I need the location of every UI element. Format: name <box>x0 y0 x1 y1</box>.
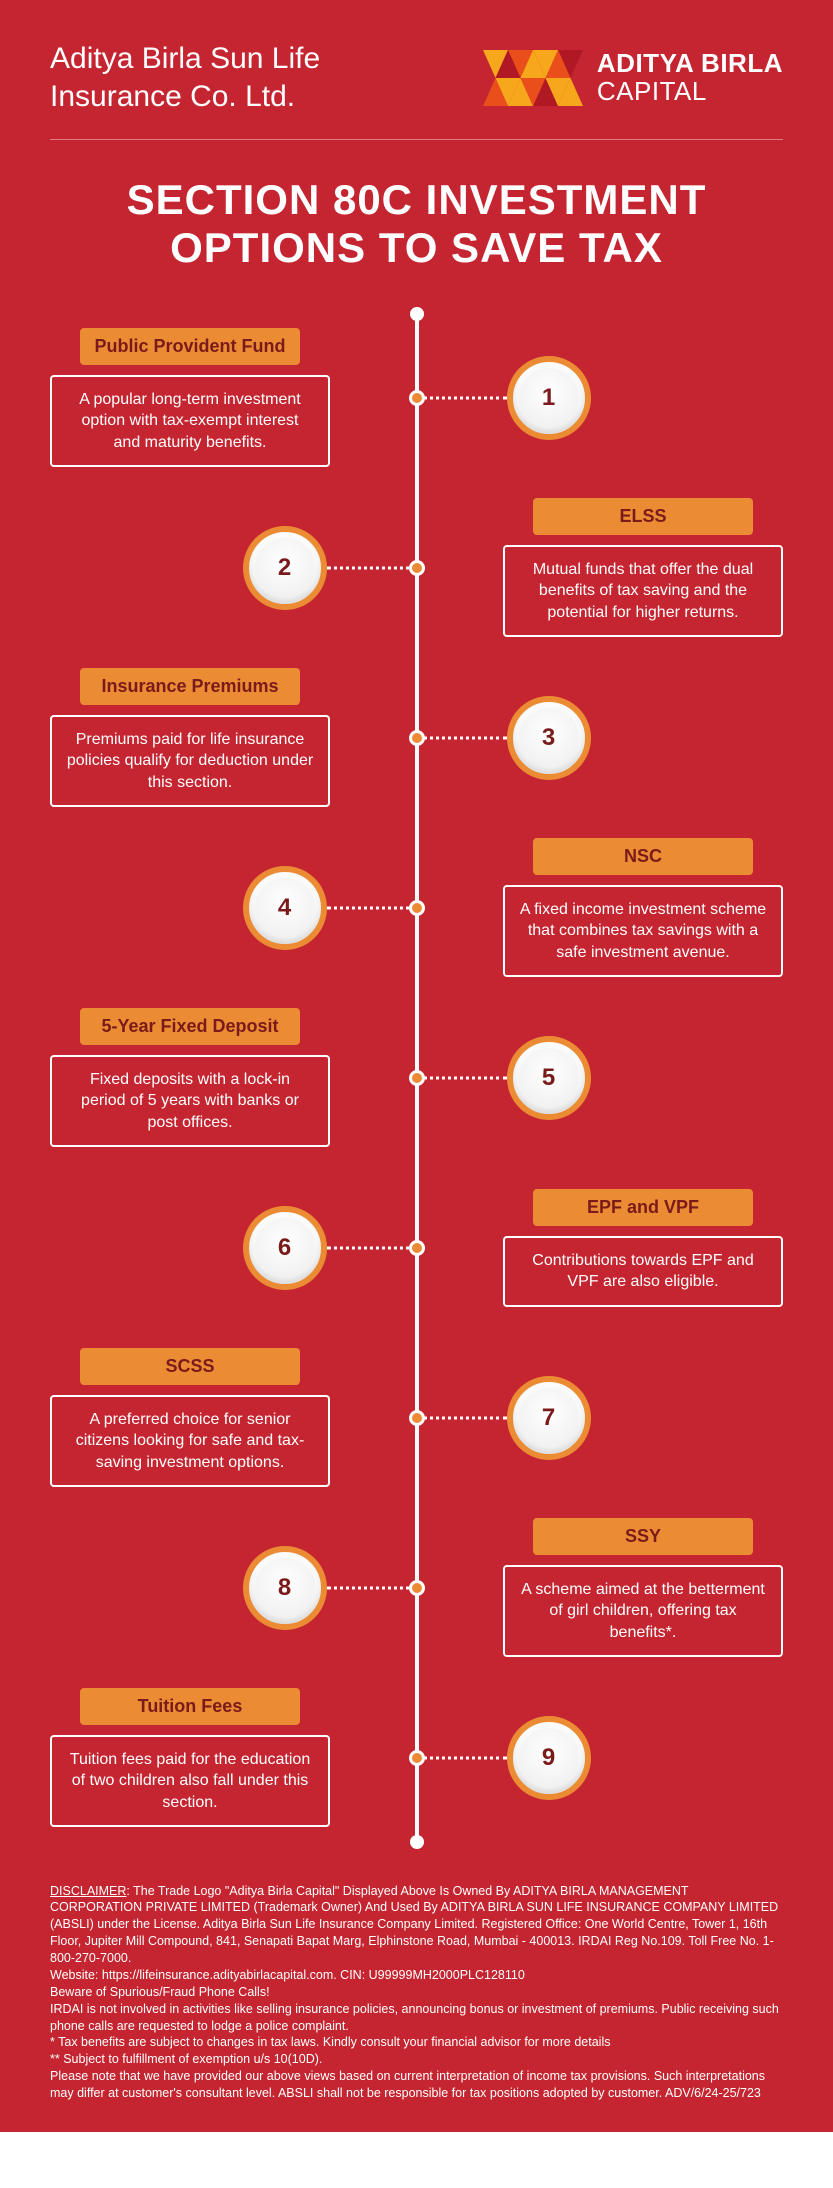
item-card: SCSS A preferred choice for senior citize… <box>50 1348 330 1488</box>
disclaimer-p1: : The Trade Logo "Aditya Birla Capital" … <box>50 1884 778 1966</box>
item-desc: Mutual funds that offer the dual benefit… <box>503 545 783 638</box>
item-title: EPF and VPF <box>533 1189 753 1226</box>
item-card: Public Provident Fund A popular long-term… <box>50 328 330 468</box>
timeline-node-icon <box>409 1240 425 1256</box>
number-badge: 4 <box>243 866 327 950</box>
item-card: EPF and VPF Contributions towards EPF and… <box>503 1189 783 1307</box>
timeline-item: SSY A scheme aimed at the betterment of g… <box>50 1503 783 1673</box>
item-title: SSY <box>533 1518 753 1555</box>
brand-line2: CAPITAL <box>597 78 783 105</box>
item-title: SCSS <box>80 1348 300 1385</box>
item-card: NSC A fixed income investment scheme that… <box>503 838 783 978</box>
item-desc: Contributions towards EPF and VPF are al… <box>503 1236 783 1307</box>
timeline-connector <box>327 1586 417 1589</box>
timeline-item: Insurance Premiums Premiums paid for life… <box>50 653 783 823</box>
brand-line1: ADITYA BIRLA <box>597 50 783 77</box>
timeline-item: NSC A fixed income investment scheme that… <box>50 823 783 993</box>
number-badge: 9 <box>507 1716 591 1800</box>
number-badge-value: 5 <box>519 1048 579 1108</box>
timeline-connector <box>417 396 507 399</box>
number-badge: 3 <box>507 696 591 780</box>
item-desc: A fixed income investment scheme that co… <box>503 885 783 978</box>
number-badge: 5 <box>507 1036 591 1120</box>
item-title: Insurance Premiums <box>80 668 300 705</box>
item-card: SSY A scheme aimed at the betterment of g… <box>503 1518 783 1658</box>
number-badge-value: 3 <box>519 708 579 768</box>
item-desc: A preferred choice for senior citizens l… <box>50 1395 330 1488</box>
company-line1: Aditya Birla Sun Life <box>50 42 320 75</box>
company-name: Aditya Birla Sun Life Insurance Co. Ltd. <box>50 40 320 115</box>
timeline-connector <box>327 1246 417 1249</box>
timeline-item: 5-Year Fixed Deposit Fixed deposits with … <box>50 993 783 1163</box>
timeline-item: EPF and VPF Contributions towards EPF and… <box>50 1163 783 1333</box>
header: Aditya Birla Sun Life Insurance Co. Ltd. <box>50 40 783 140</box>
item-desc: Fixed deposits with a lock-in period of … <box>50 1055 330 1148</box>
disclaimer-p4: IRDAI is not involved in activities like… <box>50 2002 779 2033</box>
brand-block: ADITYA BIRLA CAPITAL <box>483 50 783 106</box>
timeline-node-icon <box>409 1070 425 1086</box>
timeline-connector <box>417 1076 507 1079</box>
number-badge-value: 4 <box>255 878 315 938</box>
timeline-node-icon <box>409 560 425 576</box>
item-desc: A scheme aimed at the betterment of girl… <box>503 1565 783 1658</box>
timeline-node-icon <box>409 390 425 406</box>
disclaimer-p6: ** Subject to fulfillment of exemption u… <box>50 2052 322 2066</box>
number-badge-value: 1 <box>519 368 579 428</box>
item-card: Tuition Fees Tuition fees paid for the ed… <box>50 1688 330 1828</box>
timeline: Public Provident Fund A popular long-term… <box>50 313 783 1843</box>
number-badge-value: 6 <box>255 1218 315 1278</box>
item-title: ELSS <box>533 498 753 535</box>
timeline-connector <box>417 1416 507 1419</box>
item-title: NSC <box>533 838 753 875</box>
item-desc: A popular long-term investment option wi… <box>50 375 330 468</box>
number-badge: 2 <box>243 526 327 610</box>
timeline-item: Tuition Fees Tuition fees paid for the ed… <box>50 1673 783 1843</box>
disclaimer-p5: * Tax benefits are subject to changes in… <box>50 2035 610 2049</box>
timeline-node-icon <box>409 1750 425 1766</box>
item-card: Insurance Premiums Premiums paid for life… <box>50 668 330 808</box>
item-desc: Premiums paid for life insurance policie… <box>50 715 330 808</box>
disclaimer: DISCLAIMER: The Trade Logo "Aditya Birla… <box>50 1883 783 2102</box>
timeline-node-icon <box>409 1410 425 1426</box>
item-card: ELSS Mutual funds that offer the dual ben… <box>503 498 783 638</box>
timeline-connector <box>327 906 417 909</box>
disclaimer-p2: Website: https://lifeinsurance.adityabir… <box>50 1968 525 1982</box>
number-badge: 8 <box>243 1546 327 1630</box>
number-badge-value: 7 <box>519 1388 579 1448</box>
title-line1: SECTION 80C INVESTMENT <box>127 176 707 223</box>
timeline-connector <box>327 566 417 569</box>
number-badge-value: 9 <box>519 1728 579 1788</box>
item-title: Tuition Fees <box>80 1688 300 1725</box>
brand-logo-icon <box>483 50 583 106</box>
item-desc: Tuition fees paid for the education of t… <box>50 1735 330 1828</box>
timeline-node-icon <box>409 730 425 746</box>
number-badge: 6 <box>243 1206 327 1290</box>
infographic-page: Aditya Birla Sun Life Insurance Co. Ltd. <box>0 0 833 2132</box>
timeline-item: ELSS Mutual funds that offer the dual ben… <box>50 483 783 653</box>
disclaimer-label: DISCLAIMER <box>50 1884 126 1898</box>
number-badge-value: 8 <box>255 1558 315 1618</box>
number-badge: 1 <box>507 356 591 440</box>
timeline-node-icon <box>409 1580 425 1596</box>
item-title: 5-Year Fixed Deposit <box>80 1008 300 1045</box>
title-line2: OPTIONS TO SAVE TAX <box>170 224 663 271</box>
item-title: Public Provident Fund <box>80 328 300 365</box>
item-card: 5-Year Fixed Deposit Fixed deposits with … <box>50 1008 330 1148</box>
disclaimer-p7: Please note that we have provided our ab… <box>50 2069 765 2100</box>
company-line2: Insurance Co. Ltd. <box>50 80 295 113</box>
brand-text: ADITYA BIRLA CAPITAL <box>597 50 783 105</box>
timeline-connector <box>417 1756 507 1759</box>
disclaimer-p3: Beware of Spurious/Fraud Phone Calls! <box>50 1985 270 1999</box>
timeline-item: Public Provident Fund A popular long-term… <box>50 313 783 483</box>
number-badge: 7 <box>507 1376 591 1460</box>
timeline-item: SCSS A preferred choice for senior citize… <box>50 1333 783 1503</box>
number-badge-value: 2 <box>255 538 315 598</box>
page-title: SECTION 80C INVESTMENT OPTIONS TO SAVE T… <box>50 176 783 273</box>
timeline-node-icon <box>409 900 425 916</box>
timeline-connector <box>417 736 507 739</box>
